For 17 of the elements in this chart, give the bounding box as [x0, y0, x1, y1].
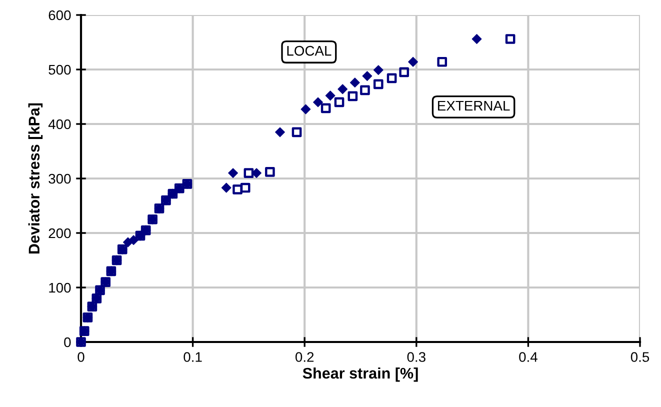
- text: LOCAL: [287, 46, 332, 56]
- y-tick-label: 600: [48, 10, 71, 20]
- x-tick-label: 0: [78, 352, 84, 362]
- y-tick-label: 400: [48, 119, 71, 130]
- text: EXTERNAL: [438, 100, 510, 111]
- x-tick-label: 0.4: [519, 352, 538, 362]
- y-tick-label: 300: [48, 174, 71, 184]
- x-axis-title: Shear strain [%]: [302, 367, 418, 382]
- x-tick-label: 0.1: [184, 352, 202, 362]
- x-tick-label: 0.3: [407, 352, 426, 362]
- y-tick-label: 100: [49, 282, 71, 293]
- y-tick-label: 0: [64, 337, 71, 348]
- x-tick-label: 0.5: [630, 352, 650, 362]
- y-tick-label: 200: [48, 228, 71, 238]
- x-tick-label: 0.2: [295, 352, 314, 362]
- y-tick-label: 500: [48, 64, 71, 75]
- y-axis-title: Deviator stress [kPa]: [28, 103, 43, 254]
